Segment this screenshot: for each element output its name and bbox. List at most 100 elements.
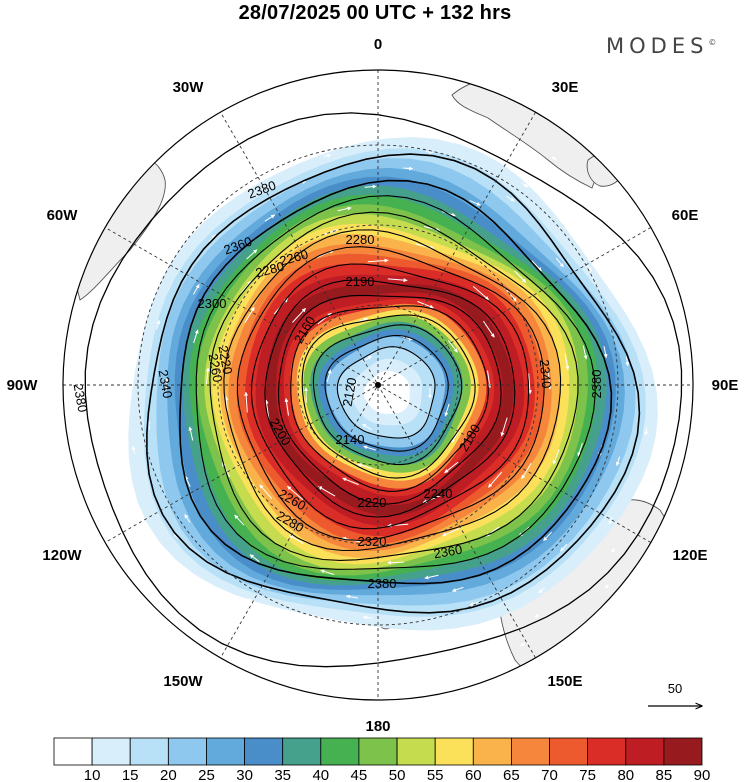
contour-label-6: 2220 <box>216 344 236 375</box>
wind-vector <box>195 197 200 202</box>
colorbar-label-55: 55 <box>427 767 444 782</box>
colorbar-label-85: 85 <box>656 767 673 782</box>
wind-vector <box>362 615 373 620</box>
wind-vector <box>282 146 289 151</box>
wind-vector <box>362 423 372 431</box>
wind-vector <box>364 184 377 189</box>
wind-vector <box>482 320 495 338</box>
wind-vector <box>357 463 373 469</box>
wind-vector <box>644 427 649 436</box>
contour-label-18: 2320 <box>358 534 387 549</box>
colorbar-label-50: 50 <box>389 767 406 782</box>
lon-label-30e: 30E <box>552 79 579 96</box>
colorbar-label-80: 80 <box>617 767 634 782</box>
wind-vector <box>334 649 340 654</box>
colorbar-swatch-12 <box>510 737 550 766</box>
colorbar-swatch-7 <box>320 737 360 766</box>
wind-vector <box>486 145 492 150</box>
contour-label-8: 2280 <box>254 259 286 281</box>
colorbar-swatch-9 <box>396 737 436 766</box>
wind-vector <box>625 356 630 367</box>
wind-vector <box>403 166 414 171</box>
wind-vector <box>131 445 136 454</box>
wind-vector <box>184 514 191 523</box>
wind-vector <box>193 329 199 344</box>
wind-vector <box>506 195 515 202</box>
contour-line-6 <box>250 263 530 530</box>
contour-label-19: 2340 <box>537 359 554 389</box>
contour-line-3 <box>209 211 579 561</box>
wind-vector <box>442 528 460 537</box>
contour-line-8 <box>277 294 502 505</box>
wind-vector <box>342 477 359 486</box>
wind-vector <box>603 346 608 359</box>
wind-vector <box>455 117 461 122</box>
contour-label-14: 2220 <box>358 495 387 510</box>
wind-vector <box>538 587 545 594</box>
wind-vector <box>666 365 671 371</box>
longitude-labels: 0 30E 60E 90E 120E 150E 180 150W 120W 90… <box>7 36 739 735</box>
wind-vector <box>657 461 662 467</box>
wind-vector <box>469 601 480 606</box>
lon-label-30w: 30W <box>173 79 205 96</box>
wind-vector <box>597 246 603 254</box>
lon-label-120w: 120W <box>42 547 82 564</box>
wind-vector <box>451 586 464 592</box>
contour-label-4: 2300 <box>198 296 227 311</box>
wind-vector <box>162 549 167 555</box>
brand-text: MODES <box>606 34 709 58</box>
colorbar-swatch-5 <box>244 737 284 766</box>
wind-vector <box>521 182 529 188</box>
colorbar-swatch-0 <box>53 737 93 766</box>
wind-vector <box>547 371 552 390</box>
colorbar-label-45: 45 <box>351 767 368 782</box>
wind-vector <box>205 367 210 384</box>
lon-label-0: 0 <box>374 36 382 53</box>
contour-label-11: 2140 <box>336 432 365 447</box>
lon-label-180: 180 <box>365 718 390 735</box>
wind-vector <box>555 257 564 268</box>
wind-vector <box>208 234 216 243</box>
lon-label-90e: 90E <box>712 377 739 394</box>
wind-speed-shading <box>128 137 658 631</box>
wind-vector <box>417 300 434 309</box>
wind-vector <box>500 417 508 437</box>
colorbar-label-20: 20 <box>160 767 177 782</box>
wind-vector <box>164 378 169 391</box>
contour-label-23: 2380 <box>589 370 604 399</box>
wind-vector <box>425 150 434 155</box>
colorbar-swatch-1 <box>91 737 131 766</box>
wind-vector <box>611 548 616 553</box>
contour-line-0 <box>146 153 641 614</box>
wind-vector <box>287 485 304 500</box>
wind-vector <box>627 223 632 228</box>
wind-vector <box>551 156 557 161</box>
wind-vector <box>488 471 503 488</box>
colorbar-label-15: 15 <box>122 767 139 782</box>
wind-vector <box>640 332 645 341</box>
contour-line-outer <box>84 112 683 668</box>
lon-label-90w: 90W <box>7 377 39 394</box>
wind-vector <box>521 462 532 480</box>
wind-vector <box>520 642 526 647</box>
wind-vector <box>444 628 453 633</box>
wind-vector <box>674 310 679 316</box>
contour-line-12 <box>324 334 449 452</box>
wind-vector <box>240 280 252 295</box>
colorbar-swatch-4 <box>206 737 245 766</box>
wind-vector <box>188 426 194 441</box>
wind-vector <box>531 260 542 272</box>
map-border <box>62 69 694 701</box>
wind-vector <box>534 613 540 618</box>
contour-line-2 <box>195 195 596 570</box>
colorbar-label-65: 65 <box>503 767 520 782</box>
wind-vector <box>184 475 191 487</box>
colorbar-label-75: 75 <box>579 767 596 782</box>
contour-line-1 <box>179 179 613 585</box>
contour-label-3: 2190 <box>346 274 375 289</box>
wind-vector <box>247 598 255 604</box>
wind-vector <box>444 461 459 474</box>
wind-vector <box>637 272 642 278</box>
contour-line-11 <box>312 324 463 466</box>
